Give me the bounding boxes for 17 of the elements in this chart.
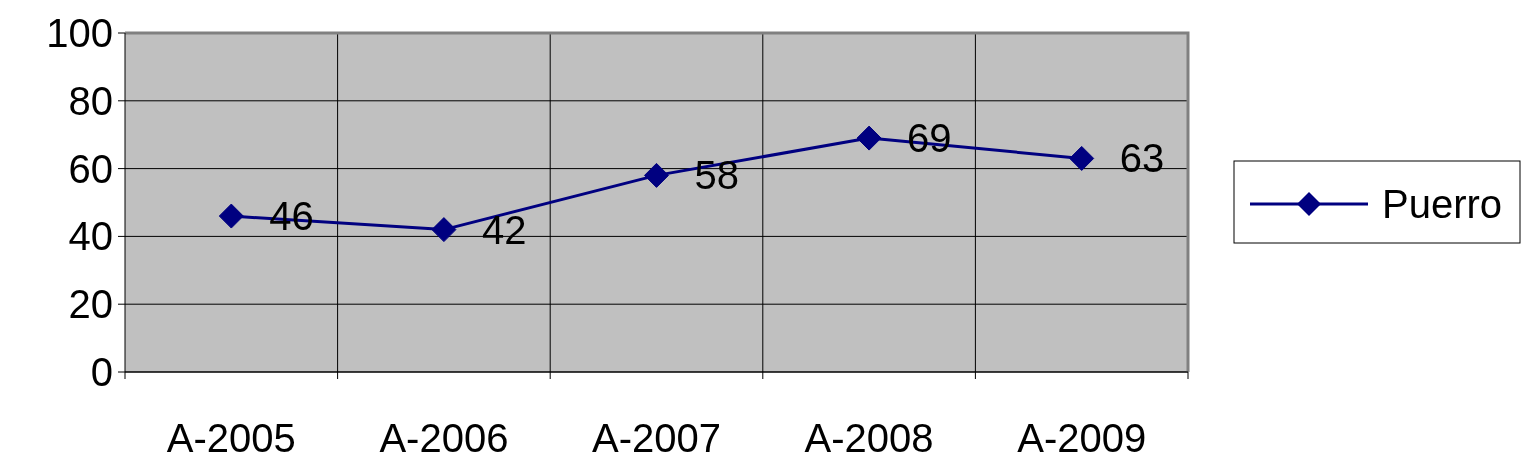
- x-tick-label: A-2008: [804, 416, 934, 460]
- y-tick-label: 60: [68, 146, 113, 191]
- point: [431, 217, 457, 243]
- x-tick-label: A-2005: [166, 416, 296, 460]
- legend-label: Puerro: [1382, 182, 1503, 226]
- y-tick-label: 20: [68, 282, 113, 327]
- y-tick-label: 0: [90, 350, 113, 394]
- x-tick-label: A-2007: [592, 416, 721, 460]
- point: [1069, 145, 1095, 171]
- x-tick-label: A-2009: [1017, 416, 1147, 460]
- point: [644, 162, 669, 188]
- y-tick-label: 80: [68, 78, 113, 123]
- point: [856, 125, 882, 151]
- y-tick-label: 100: [46, 11, 113, 55]
- point: [218, 203, 244, 229]
- y-tick-label: 40: [68, 214, 113, 259]
- x-tick-label: A-2006: [379, 416, 509, 460]
